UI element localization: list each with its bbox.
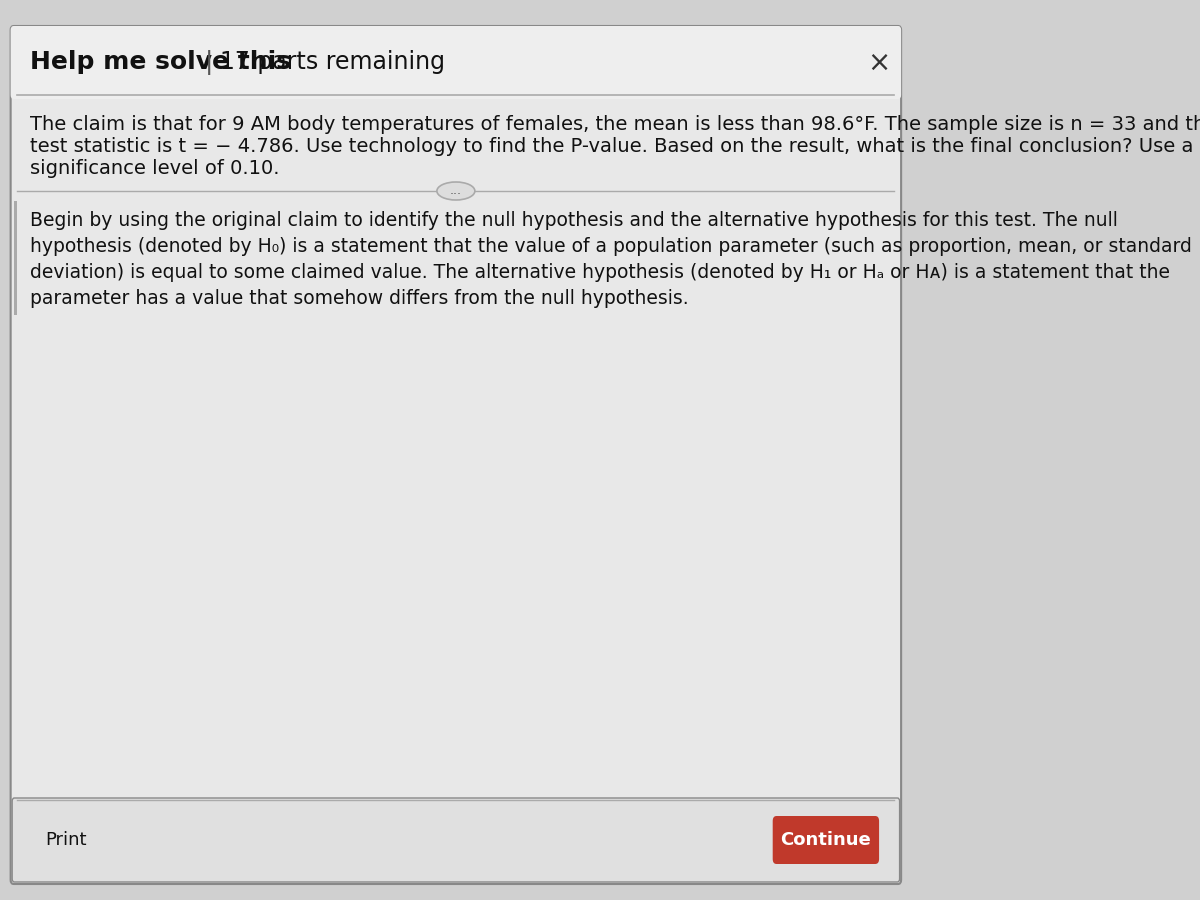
Text: ...: ... (450, 184, 462, 197)
FancyBboxPatch shape (11, 26, 901, 884)
Text: significance level of 0.10.: significance level of 0.10. (30, 159, 280, 178)
FancyBboxPatch shape (773, 816, 880, 864)
Text: Begin by using the original claim to identify the null hypothesis and the altern: Begin by using the original claim to ide… (30, 211, 1118, 230)
Text: Help me solve this: Help me solve this (30, 50, 292, 75)
Text: The claim is that for 9 AM body temperatures of females, the mean is less than 9: The claim is that for 9 AM body temperat… (30, 115, 1200, 134)
Text: deviation) is equal to some claimed value. The alternative hypothesis (denoted b: deviation) is equal to some claimed valu… (30, 263, 1170, 282)
Text: parameter has a value that somehow differs from the null hypothesis.: parameter has a value that somehow diffe… (30, 289, 689, 308)
Ellipse shape (437, 182, 475, 200)
Text: hypothesis (denoted by H₀) is a statement that the value of a population paramet: hypothesis (denoted by H₀) is a statemen… (30, 237, 1193, 256)
Text: ×: × (868, 49, 890, 76)
Text: 17 parts remaining: 17 parts remaining (221, 50, 445, 75)
Text: Print: Print (46, 831, 88, 849)
FancyBboxPatch shape (11, 26, 901, 99)
Text: test statistic is t = − 4.786. Use technology to find the P-value. Based on the : test statistic is t = − 4.786. Use techn… (30, 137, 1194, 156)
FancyBboxPatch shape (12, 798, 900, 882)
FancyBboxPatch shape (14, 201, 18, 315)
Text: |: | (205, 50, 214, 75)
Text: Continue: Continue (780, 831, 871, 849)
